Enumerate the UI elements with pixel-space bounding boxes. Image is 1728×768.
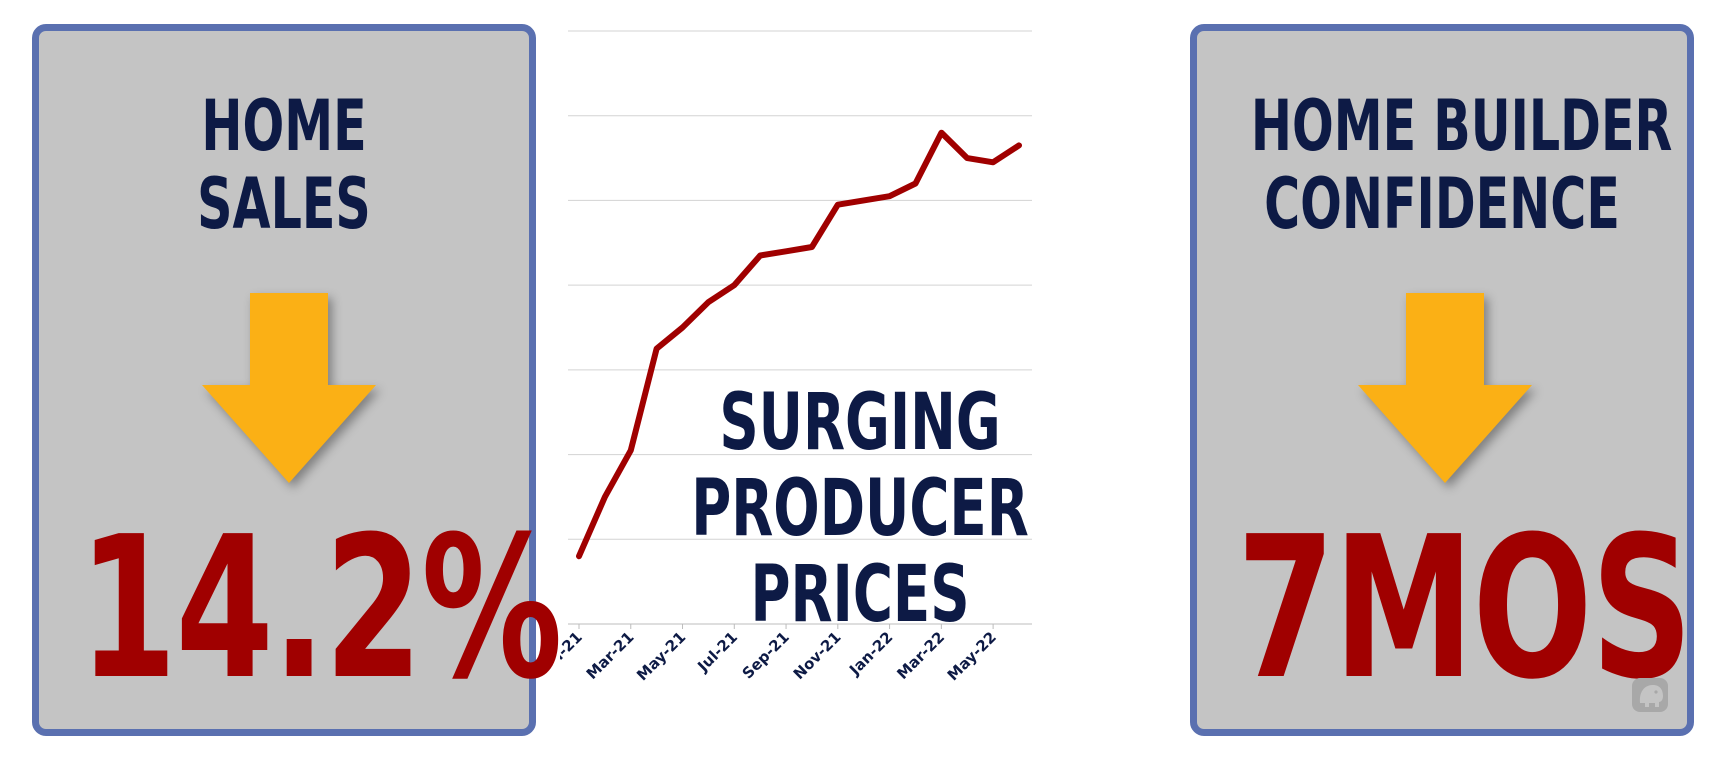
home-builder-confidence-panel: HOME BUILDER CONFIDENCE 7MOS <box>1190 24 1694 736</box>
down-arrow-icon <box>202 293 376 483</box>
down-arrow-icon <box>1358 293 1532 483</box>
chart-grid <box>568 30 1032 625</box>
chart-title-line: PRODUCER <box>691 464 1029 554</box>
home-sales-value: 14.2% <box>78 495 563 723</box>
title-line: CONFIDENCE <box>1264 163 1620 245</box>
x-tick-label: Jan-21 <box>560 628 586 679</box>
home-sales-panel: HOME SALES 14.2% <box>32 24 563 736</box>
title-line: HOME BUILDER <box>1250 85 1673 167</box>
series-line-ppi <box>576 129 1022 560</box>
home-sales-title: HOME SALES <box>93 87 475 243</box>
chart-title-line: PRICES <box>750 550 970 640</box>
x-tick-label: Mar-21 <box>583 628 638 683</box>
producer-prices-chart: 02468101214 Jan-21Mar-21May-21Jul-21Sep-… <box>560 30 1032 684</box>
home-builder-confidence-value: 7MOS <box>1236 495 1693 723</box>
title-line: SALES <box>197 163 371 245</box>
home-builder-confidence-title: HOME BUILDER CONFIDENCE <box>1250 85 1673 245</box>
chart-title-line: SURGING <box>719 378 1001 468</box>
chart-title: SURGING PRODUCER PRICES <box>650 380 1070 638</box>
series-points <box>578 132 1020 557</box>
title-line: HOME <box>201 85 367 167</box>
elephant-logo-icon <box>1632 678 1668 712</box>
